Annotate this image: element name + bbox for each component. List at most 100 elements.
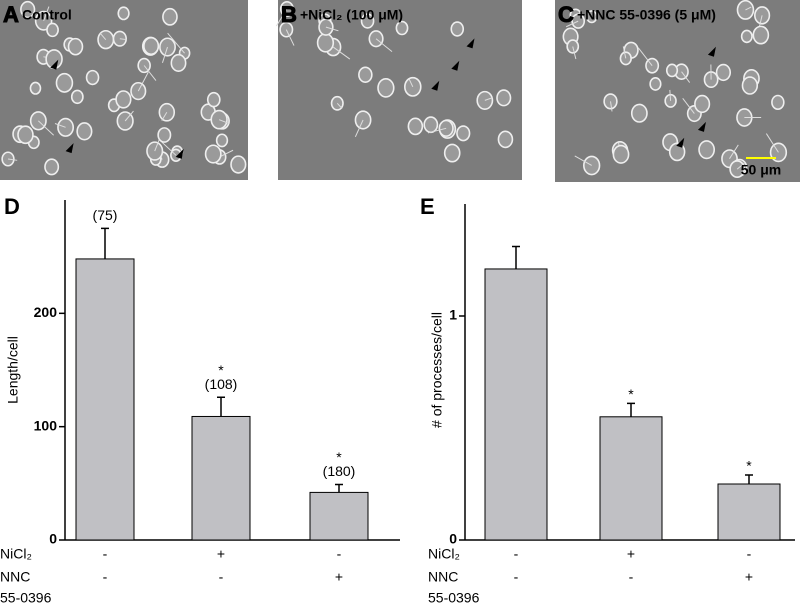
caption: Control — [22, 7, 72, 23]
cell — [67, 37, 84, 56]
cell — [215, 133, 229, 148]
cell — [771, 94, 785, 110]
neurite — [119, 38, 127, 41]
cell — [85, 69, 100, 86]
neurite — [729, 144, 739, 159]
cell — [55, 72, 74, 93]
cell — [157, 127, 172, 143]
neurite — [161, 46, 168, 63]
panel-label: B — [281, 2, 297, 27]
condition-label: 55-0396 — [428, 590, 480, 606]
cell — [358, 66, 373, 84]
condition-label: NNC — [428, 569, 458, 585]
condition-mark: - — [103, 569, 108, 585]
cell — [443, 143, 461, 163]
y-tick-label: 200 — [34, 304, 58, 320]
neurite — [143, 65, 157, 81]
cell — [360, 13, 375, 29]
bar — [309, 491, 369, 541]
cell — [316, 32, 335, 53]
cell — [612, 144, 630, 164]
neurite — [285, 29, 295, 46]
neurite — [765, 133, 779, 153]
neurite — [332, 46, 351, 60]
condition-mark: + — [745, 569, 753, 585]
neurite — [325, 26, 339, 32]
condition-mark: + — [217, 546, 225, 562]
cell — [694, 94, 711, 114]
cell — [230, 155, 247, 174]
cell — [698, 140, 716, 160]
panel-label: E — [420, 194, 435, 219]
error-bar — [745, 474, 753, 484]
neurite — [7, 158, 18, 161]
error-bar — [217, 396, 225, 417]
error-bar — [335, 483, 343, 493]
neurite — [354, 119, 364, 138]
condition-label: 55-0396 — [0, 590, 52, 606]
cell — [456, 125, 471, 142]
cell — [619, 51, 632, 66]
arrow — [431, 80, 440, 91]
y-tick-label: 1 — [449, 307, 457, 323]
neurite — [736, 161, 747, 170]
neurite — [610, 101, 613, 112]
neurite — [408, 79, 414, 88]
neurite — [218, 119, 230, 125]
cell — [117, 6, 130, 21]
condition-mark: - — [514, 569, 519, 585]
condition-mark: + — [627, 546, 635, 562]
significance: * — [746, 458, 752, 474]
cell — [630, 103, 648, 123]
arrow — [697, 121, 706, 132]
cell — [450, 21, 465, 37]
cell — [170, 53, 187, 72]
cell — [665, 63, 679, 78]
cell — [44, 158, 60, 176]
condition-mark: - — [629, 569, 634, 585]
y-tick-label: 100 — [34, 417, 58, 433]
cell — [1, 151, 15, 167]
condition-label: NiCl₂ — [0, 546, 32, 562]
neurite — [161, 112, 168, 121]
error-bar — [101, 227, 109, 259]
cell — [649, 77, 662, 91]
y-axis-label: # of processes/cell — [429, 312, 445, 428]
cell — [46, 22, 59, 38]
cell — [715, 63, 732, 82]
significance: * — [628, 386, 634, 402]
neurite — [124, 110, 134, 122]
cell — [585, 10, 598, 24]
condition-mark: - — [103, 546, 108, 562]
scale-bar-label: 50 μm — [741, 162, 781, 178]
cell — [143, 36, 160, 56]
cell — [496, 89, 512, 107]
neurite — [37, 120, 55, 136]
bar — [599, 416, 663, 541]
neurite — [565, 20, 579, 28]
condition-mark: - — [747, 546, 752, 562]
cell — [354, 110, 372, 130]
neurite — [484, 97, 493, 101]
neurite — [669, 89, 672, 101]
n-label: (108) — [205, 376, 238, 392]
neurite — [681, 71, 691, 83]
cell — [70, 89, 84, 105]
condition-mark: - — [337, 546, 342, 562]
condition-mark: - — [219, 569, 224, 585]
n-label: (75) — [93, 207, 118, 223]
n-label: (180) — [323, 463, 356, 479]
neurite — [375, 38, 393, 53]
significance: * — [218, 362, 224, 378]
neurite — [622, 46, 627, 59]
error-bar — [627, 402, 635, 417]
neurite — [137, 71, 149, 92]
cell — [752, 25, 770, 45]
arrow — [676, 137, 685, 148]
y-tick-label: 0 — [49, 531, 57, 547]
cell — [20, 0, 36, 19]
cell — [159, 37, 176, 57]
cell — [423, 116, 439, 134]
neurite — [745, 6, 752, 11]
